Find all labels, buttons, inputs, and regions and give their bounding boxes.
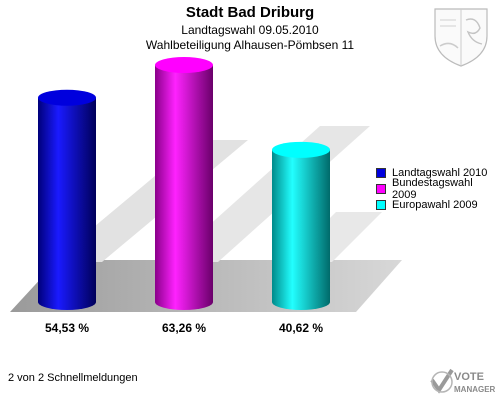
bar-top [38, 89, 96, 106]
value-label: 54,53 % [45, 321, 89, 335]
value-label: 40,62 % [279, 321, 323, 335]
bar-1 [38, 89, 96, 310]
logo-text-manager: MANAGER [454, 385, 496, 394]
legend-item: Bundestagswahl 2009 [376, 177, 500, 201]
coat-of-arms-icon [434, 8, 488, 67]
chart-subtitle-district: Wahlbeteiligung Alhausen-Pömbsen 11 [145, 38, 355, 52]
bar-3 [272, 141, 330, 310]
bar-body [38, 97, 96, 310]
vote-manager-logo: VOTE MANAGER [430, 368, 496, 394]
value-label: 63,26 % [162, 321, 206, 335]
legend-item: Europawahl 2009 [376, 197, 500, 213]
chart-subtitle-election: Landtagswahl 09.05.2010 [181, 23, 319, 37]
legend-label: Landtagswahl 2010 [392, 167, 488, 179]
chart-legend: Landtagswahl 2010 Bundestagswahl 2009 Eu… [376, 165, 500, 213]
legend-label: Europawahl 2009 [392, 199, 478, 211]
checkmark-icon [430, 368, 454, 394]
legend-label: Bundestagswahl 2009 [391, 177, 473, 201]
bar-body [272, 149, 330, 310]
footer-status: 2 von 2 Schnellmeldungen [8, 372, 138, 384]
bar-top [155, 57, 213, 73]
legend-item: Landtagswahl 2010 [376, 165, 500, 181]
legend-swatch [376, 184, 386, 194]
legend-swatch [376, 168, 386, 178]
bar-2 [155, 57, 213, 310]
legend-swatch [376, 200, 386, 210]
bar-body [155, 65, 213, 310]
chart-title: Stadt Bad Driburg [185, 4, 315, 21]
bar-top [272, 141, 330, 158]
logo-text-vote: VOTE [454, 371, 484, 383]
